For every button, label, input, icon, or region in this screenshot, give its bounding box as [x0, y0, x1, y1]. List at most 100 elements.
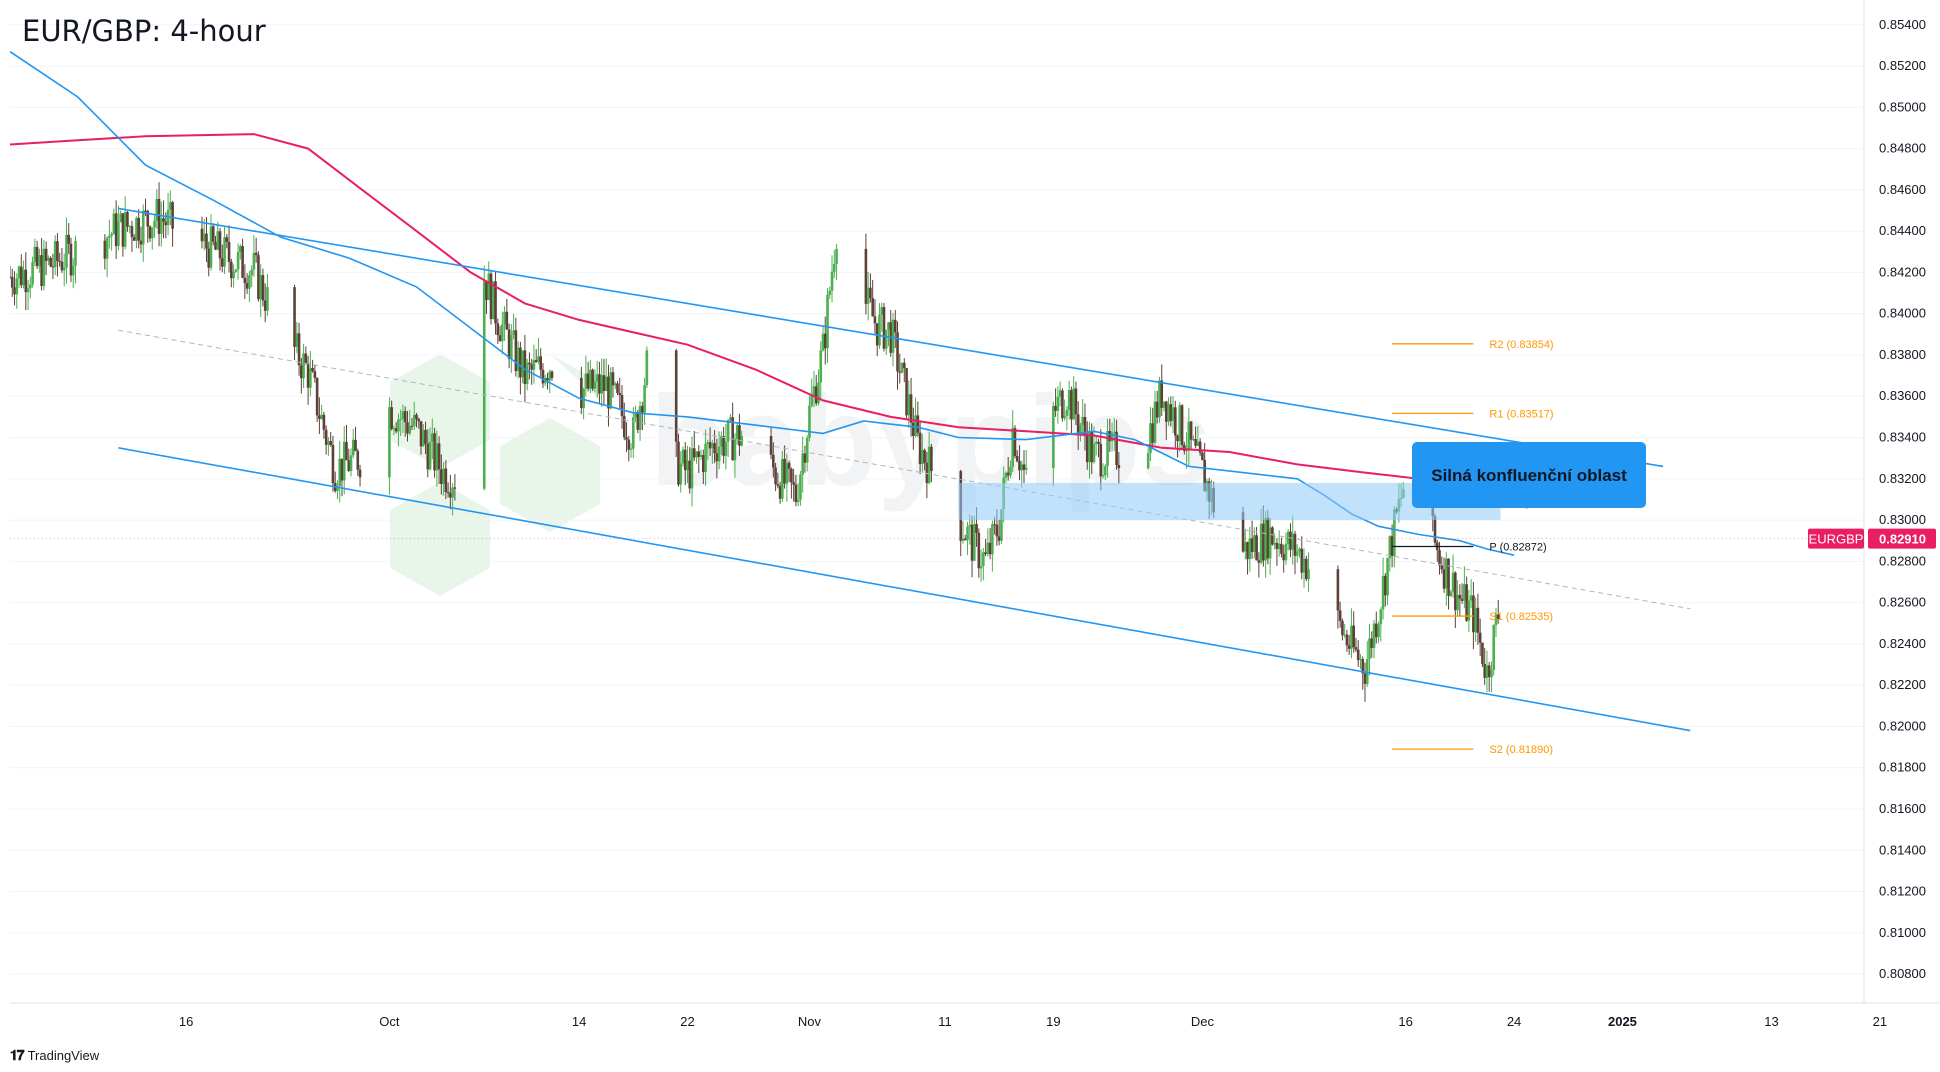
candle-body	[1451, 572, 1455, 592]
candle-body	[60, 261, 64, 271]
candle-body	[903, 362, 906, 369]
channel-lower-line	[118, 447, 1691, 732]
candle-body	[1108, 430, 1112, 442]
candle-body	[930, 446, 933, 472]
candle-body	[10, 276, 12, 278]
candle-body	[433, 433, 436, 471]
time-tick-label: 13	[1764, 1014, 1778, 1029]
time-axis[interactable]: Sep16Oct1422Nov1119Dec162420251321Feb	[0, 1014, 1940, 1029]
candle-body	[882, 307, 886, 349]
candle-body	[1356, 649, 1360, 661]
candle-body	[593, 381, 597, 389]
candle-body	[297, 333, 301, 366]
candle-body	[961, 538, 965, 541]
candle-body	[230, 261, 233, 279]
candle-body	[803, 453, 807, 463]
candle-body	[31, 261, 34, 285]
candle-body	[629, 448, 633, 450]
candle-body	[548, 371, 552, 381]
candle-body	[620, 395, 624, 417]
candle-body	[1162, 401, 1166, 408]
candle-body	[494, 281, 497, 324]
price-tick-label: 0.84400	[1879, 223, 1926, 238]
candle-body	[869, 287, 872, 299]
candle-body	[1097, 441, 1100, 444]
candle-body	[410, 425, 414, 427]
candle-body	[991, 524, 994, 555]
candle-body	[1099, 443, 1103, 477]
candle-body	[435, 443, 439, 471]
candle-body	[790, 468, 793, 483]
candle-body	[525, 362, 529, 385]
plot-area[interactable]	[9, 50, 1528, 702]
candle-body	[358, 469, 362, 478]
candle-body	[1065, 409, 1069, 416]
candle-body	[13, 287, 16, 295]
candle-body	[397, 419, 400, 432]
candle-body	[598, 374, 601, 394]
price-tick-label: 0.83800	[1879, 347, 1926, 362]
candle-body	[1282, 553, 1285, 561]
candle-body	[695, 451, 698, 458]
candle-body	[1393, 509, 1396, 556]
candle-body	[781, 458, 784, 499]
candle-body	[1018, 461, 1021, 471]
candle-body	[489, 273, 493, 320]
candle-body	[1280, 543, 1283, 554]
candle-body	[794, 484, 798, 503]
confluence-zone	[958, 482, 1501, 521]
candle-body	[1365, 659, 1369, 684]
grid	[10, 24, 1864, 975]
candle-body	[239, 245, 242, 252]
candle-body	[1257, 560, 1261, 563]
candle-body	[1167, 404, 1170, 422]
candle-body	[1386, 558, 1389, 596]
candle-body	[923, 450, 926, 463]
candle-body	[776, 484, 780, 486]
candle-body	[1063, 415, 1066, 419]
candle-body	[254, 252, 258, 256]
candle-body	[733, 438, 737, 461]
candle-body	[541, 369, 545, 384]
candle-body	[769, 436, 773, 455]
candle-body	[202, 233, 206, 242]
candle-body	[33, 246, 37, 262]
candle-body	[688, 460, 692, 489]
candle-body	[799, 474, 802, 500]
candle-body	[421, 429, 425, 447]
candle-body	[528, 362, 531, 365]
candle-body	[812, 386, 816, 396]
candle-body	[1259, 523, 1263, 563]
candle-body	[986, 542, 990, 555]
candle-body	[62, 267, 66, 271]
price-tick-label: 0.81800	[1879, 760, 1926, 775]
candle-body	[19, 266, 23, 286]
candle-body	[1341, 620, 1344, 636]
candle-body	[1345, 634, 1349, 646]
last-price-badge-text: 0.82910	[1879, 532, 1926, 547]
candle-body	[214, 241, 217, 250]
candle-body	[1011, 428, 1014, 467]
time-tick-label: 16	[1398, 1014, 1412, 1029]
candle-body	[708, 442, 712, 449]
candle-body	[697, 451, 701, 457]
price-tick-label: 0.84600	[1879, 182, 1926, 197]
candle-body	[1302, 558, 1306, 573]
candle-body	[724, 441, 728, 456]
candle-body	[51, 266, 55, 268]
candle-body	[674, 350, 678, 442]
candle-body	[582, 388, 585, 409]
candle-body	[245, 283, 249, 289]
candle-body	[1103, 466, 1107, 476]
tradingview-logo[interactable]: 𝟏𝟕 TradingView	[10, 1047, 99, 1064]
time-tick-label: 21	[1873, 1014, 1887, 1029]
candle-body	[205, 233, 208, 249]
candle-body	[805, 437, 809, 463]
candle-body	[823, 333, 827, 349]
candle-body	[257, 255, 260, 300]
callout-text: Silná konfluenční oblast	[1431, 466, 1627, 485]
price-axis[interactable]: 0.85400 0.85200 0.85000 0.84800 0.84600 0.844…	[1808, 17, 1936, 981]
candle-body	[1180, 405, 1184, 446]
candle-body	[1472, 595, 1475, 633]
